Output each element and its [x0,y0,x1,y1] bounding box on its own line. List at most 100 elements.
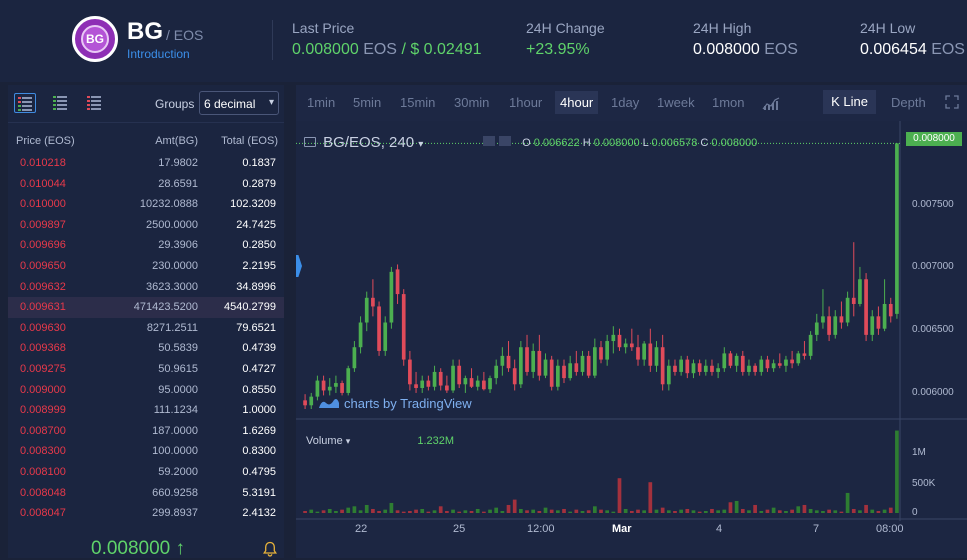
order-row[interactable]: 0.008999 111.1234 1.0000 [8,400,284,421]
kline-button[interactable]: K Line [823,90,876,114]
order-row[interactable]: 0.009630 8271.2511 79.6521 [8,318,284,339]
change-label: 24H Change [526,20,605,36]
order-row[interactable]: 0.009631 471423.5200 4540.2799 [8,297,284,318]
book-bids-icon[interactable] [50,93,72,113]
order-row[interactable]: 0.009275 50.9615 0.4727 [8,359,284,380]
order-row[interactable]: 0.010044 28.6591 0.2879 [8,174,284,195]
order-row[interactable]: 0.009632 3623.3000 34.8996 [8,277,284,298]
book-both-icon[interactable] [14,93,36,113]
volume-bar [599,509,603,513]
volume-bar [697,511,702,513]
y-tick: 0.006000 [912,387,954,398]
order-total: 1.0000 [242,404,276,417]
candle-body [858,279,862,304]
order-row[interactable]: 0.009000 95.0000 0.8550 [8,380,284,401]
volume-value: 1.232M [417,435,455,447]
candlestick-chart[interactable] [296,121,967,558]
order-row[interactable]: 0.008700 187.0000 1.6269 [8,421,284,442]
interval-5min[interactable]: 5min [353,95,382,110]
introduction-link[interactable]: Introduction [127,47,190,61]
last-price-label: Last Price [292,20,355,36]
y-tick: 0.007000 [912,261,954,272]
order-row[interactable]: 0.009368 50.5839 0.4739 [8,338,284,359]
volume-bar [808,508,813,513]
depth-button[interactable]: Depth [891,95,926,110]
book-asks-icon[interactable] [84,93,106,113]
volume-bar [352,506,357,513]
order-row[interactable]: 0.008100 59.2000 0.4795 [8,462,284,483]
order-row[interactable]: 0.009897 2500.0000 24.7425 [8,215,284,236]
candle-body [747,365,751,372]
current-price-tag: 0.008000 [906,132,962,146]
candle-body [555,365,560,387]
volume-bar [882,509,887,513]
vol-tick: 0 [912,507,918,518]
volume-bar [771,507,776,513]
candle-body [765,359,770,369]
candle-body [383,322,388,351]
order-price: 0.008999 [20,404,66,417]
order-amount: 50.9615 [158,362,198,375]
chevron-down-icon[interactable]: ▾ [418,139,424,150]
candle-body [888,303,893,317]
volume-bar [685,508,690,513]
indicators-icon[interactable] [762,96,780,110]
interval-1min[interactable]: 1min [307,95,336,110]
interval-30min[interactable]: 30min [454,95,490,110]
token-logo: BG [72,16,118,62]
order-row[interactable]: 0.009650 230.0000 2.2195 [8,256,284,277]
volume-bar [753,504,757,513]
vol-tick: 500K [912,478,936,489]
order-book-toolbar: Groups 6 decimal ▾ [8,85,284,123]
order-price: 0.009631 [20,301,66,314]
candle-body [580,355,585,372]
chart-toolbar: 1min 5min 15min 30min 1hour 4hour 1day 1… [296,85,967,119]
order-row[interactable]: 0.009696 29.3906 0.2850 [8,235,284,256]
interval-4hour[interactable]: 4hour [555,91,599,114]
compare-icon[interactable] [304,137,316,147]
order-row[interactable]: 0.008048 660.9258 5.3191 [8,483,284,504]
chart-scroll-handle[interactable] [296,255,302,277]
candle-body [525,347,529,372]
order-row[interactable]: 0.008047 299.8937 2.4132 [8,503,284,524]
order-book-last-price: 0.008000 ↑ [91,538,186,559]
interval-1week[interactable]: 1week [657,95,695,110]
interval-15min[interactable]: 15min [400,95,436,110]
order-total: 0.8550 [242,383,276,396]
order-row[interactable]: 0.010218 17.9802 0.1837 [8,153,284,174]
volume-bar [519,508,523,513]
order-row[interactable]: 0.010000 10232.0888 102.3209 [8,194,284,215]
interval-1hour[interactable]: 1hour [509,95,543,110]
groups-select[interactable]: 6 decimal ▾ [199,91,279,115]
bell-icon[interactable] [262,541,278,557]
volume-bar [679,509,683,513]
volume-bar [722,509,727,513]
candle-body [876,316,881,329]
interval-1day[interactable]: 1day [611,95,640,110]
x-tick: Mar [612,523,632,535]
settings-icon[interactable] [499,136,512,146]
x-tick: 12:00 [527,523,555,535]
tradingview-watermark[interactable]: charts by TradingView [318,396,472,411]
candle-body [895,143,899,314]
chevron-down-icon[interactable]: ▾ [345,436,351,446]
ohlc-high: 0.008000 [593,137,640,149]
order-row[interactable]: 0.008300 100.0000 0.8300 [8,441,284,462]
last-price-number: 0.008000 [292,41,359,58]
candle-body [679,359,683,372]
order-price: 0.008047 [20,507,66,520]
order-amount: 660.9258 [152,486,198,499]
interval-1mon[interactable]: 1mon [712,95,745,110]
visibility-icon[interactable] [483,136,495,146]
fullscreen-icon[interactable] [945,95,959,109]
order-total: 0.4739 [242,342,276,355]
order-amount: 100.0000 [152,445,198,458]
candle-body [660,347,665,385]
order-total: 4540.2799 [224,301,276,314]
chart-plot[interactable]: BG/EOS, 240 ▾ O 0.006622 H 0.008000 L 0.… [296,121,967,558]
x-tick: 08:00 [876,523,904,535]
volume-bar [395,510,400,513]
volume-bar [463,510,468,513]
high-value: 0.008000 EOS [693,41,798,59]
candle-body [882,303,887,329]
